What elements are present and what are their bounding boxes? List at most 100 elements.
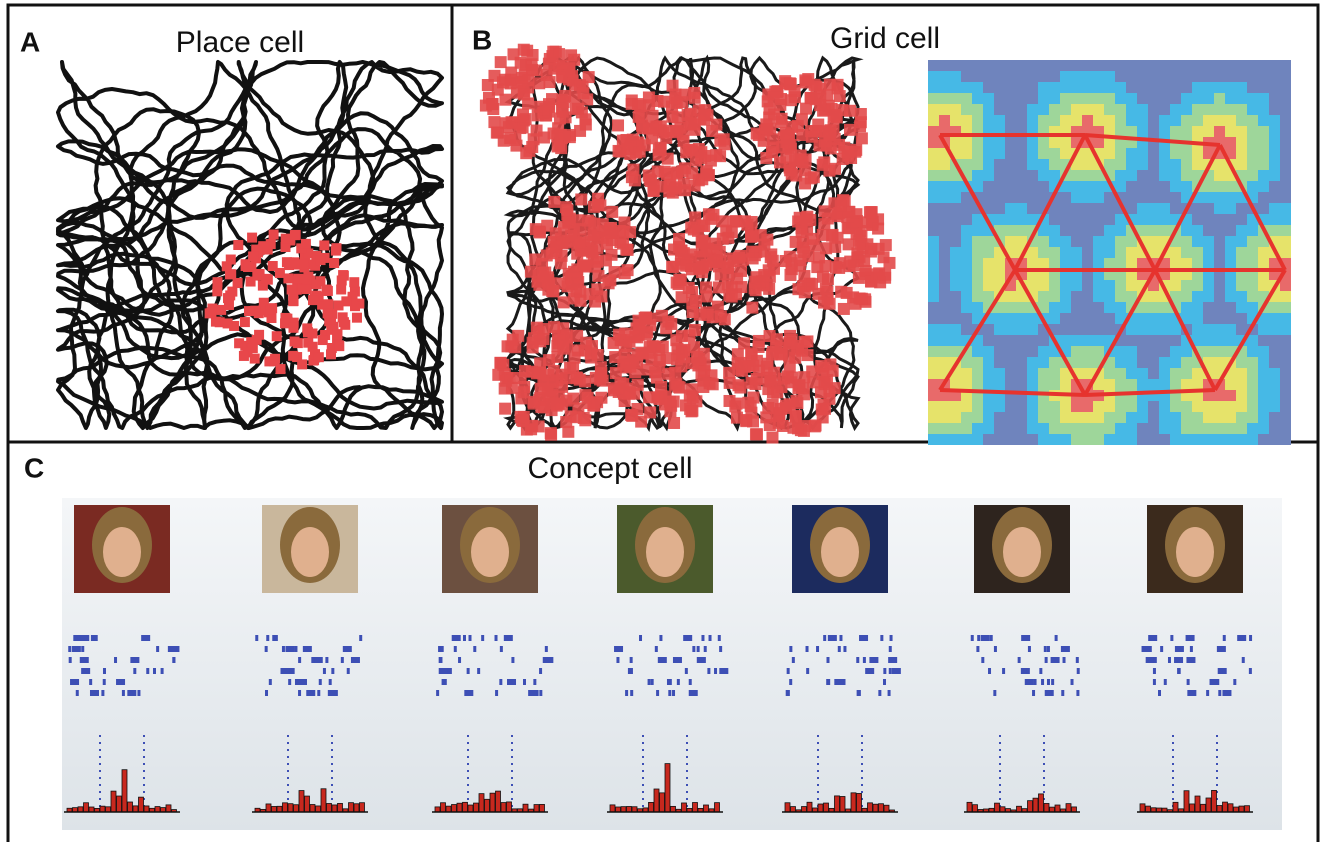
heat-cell — [961, 236, 972, 247]
heat-cell — [1060, 280, 1071, 291]
spike — [746, 415, 759, 428]
heat-cell — [1137, 115, 1148, 126]
spike — [766, 431, 779, 444]
heat-cell — [1049, 302, 1060, 313]
heat-cell — [1082, 104, 1093, 115]
heat-cell — [1005, 280, 1016, 291]
raster-spike — [1163, 679, 1167, 685]
hist-bar — [271, 806, 277, 813]
spike — [224, 269, 235, 280]
heat-cell — [1159, 126, 1170, 137]
raster-spike — [856, 657, 860, 663]
raster-spike — [1222, 635, 1226, 641]
heat-cell — [1137, 302, 1148, 313]
heat-cell — [1071, 236, 1082, 247]
heat-cell — [1038, 302, 1049, 313]
heat-cell — [950, 412, 961, 423]
spike — [647, 179, 660, 192]
hist-bar — [1205, 797, 1212, 813]
heat-cell — [994, 423, 1005, 434]
heat-cell — [972, 214, 983, 225]
heat-cell — [961, 247, 972, 258]
heat-cell — [1038, 214, 1049, 225]
heat-cell — [983, 368, 994, 379]
spike — [239, 317, 250, 328]
heat-cell — [1225, 93, 1236, 104]
spike — [317, 299, 328, 310]
spike — [326, 349, 337, 360]
heat-cell — [1280, 302, 1291, 313]
spike — [699, 149, 712, 162]
heat-cell — [1115, 104, 1126, 115]
heat-cell — [1104, 434, 1115, 445]
raster-spike — [89, 690, 99, 696]
heat-cell — [1038, 335, 1049, 346]
raster-spike — [272, 635, 276, 641]
heat-cell — [1214, 236, 1225, 247]
spike — [690, 294, 703, 307]
raster-spike — [839, 635, 843, 641]
heat-cell — [983, 148, 994, 159]
raster-spike — [837, 646, 841, 652]
heat-cell — [1280, 93, 1291, 104]
spike — [700, 165, 713, 178]
heat-cell — [1258, 126, 1269, 137]
spike — [682, 281, 695, 294]
heat-cell — [983, 357, 994, 368]
raster-spike — [153, 668, 157, 674]
raster-spike — [616, 657, 620, 663]
heat-cell — [939, 170, 950, 181]
heat-cell — [994, 170, 1005, 181]
raster-spike — [523, 679, 527, 685]
heat-cell — [961, 82, 972, 93]
raster-spike — [317, 690, 321, 696]
heat-cell — [1192, 335, 1203, 346]
heat-cell — [1126, 181, 1137, 192]
heat-cell — [1005, 104, 1016, 115]
heat-cell — [1038, 368, 1049, 379]
spike — [563, 65, 576, 78]
raster-spike — [451, 635, 461, 641]
heat-cell — [1126, 225, 1137, 236]
heat-cell — [1214, 368, 1225, 379]
heat-cell — [1214, 258, 1225, 269]
heat-cell — [1148, 302, 1159, 313]
heat-cell — [1137, 368, 1148, 379]
heat-cell — [1258, 313, 1269, 324]
spike — [534, 382, 547, 395]
spike — [783, 337, 796, 350]
heat-cell — [1082, 412, 1093, 423]
heat-cell — [1159, 203, 1170, 214]
spike — [760, 118, 773, 131]
heat-cell — [939, 214, 950, 225]
heat-cell — [1060, 313, 1071, 324]
heat-cell — [939, 269, 950, 280]
heat-cell — [1016, 115, 1027, 126]
spike — [479, 99, 492, 112]
spike — [840, 286, 853, 299]
heat-cell — [1071, 423, 1082, 434]
spike — [577, 87, 590, 100]
spike — [329, 258, 340, 269]
raster-spike — [533, 679, 537, 685]
spike — [594, 199, 607, 212]
spike — [624, 226, 637, 239]
heat-cell — [1159, 236, 1170, 247]
spike — [609, 351, 622, 364]
heat-cell — [1104, 137, 1115, 148]
raster-spike — [544, 657, 554, 663]
heat-cell — [1137, 192, 1148, 203]
heat-cell — [1280, 357, 1291, 368]
raster-spike — [71, 646, 81, 652]
heat-cell — [1225, 148, 1236, 159]
heat-cell — [1115, 137, 1126, 148]
heat-cell — [961, 390, 972, 401]
heat-cell — [1159, 159, 1170, 170]
heat-cell — [1225, 137, 1236, 148]
heat-cell — [1005, 247, 1016, 258]
heat-cell — [1049, 148, 1060, 159]
heat-cell — [1027, 324, 1038, 335]
heat-cell — [950, 60, 961, 71]
hist-bar — [994, 802, 1000, 813]
